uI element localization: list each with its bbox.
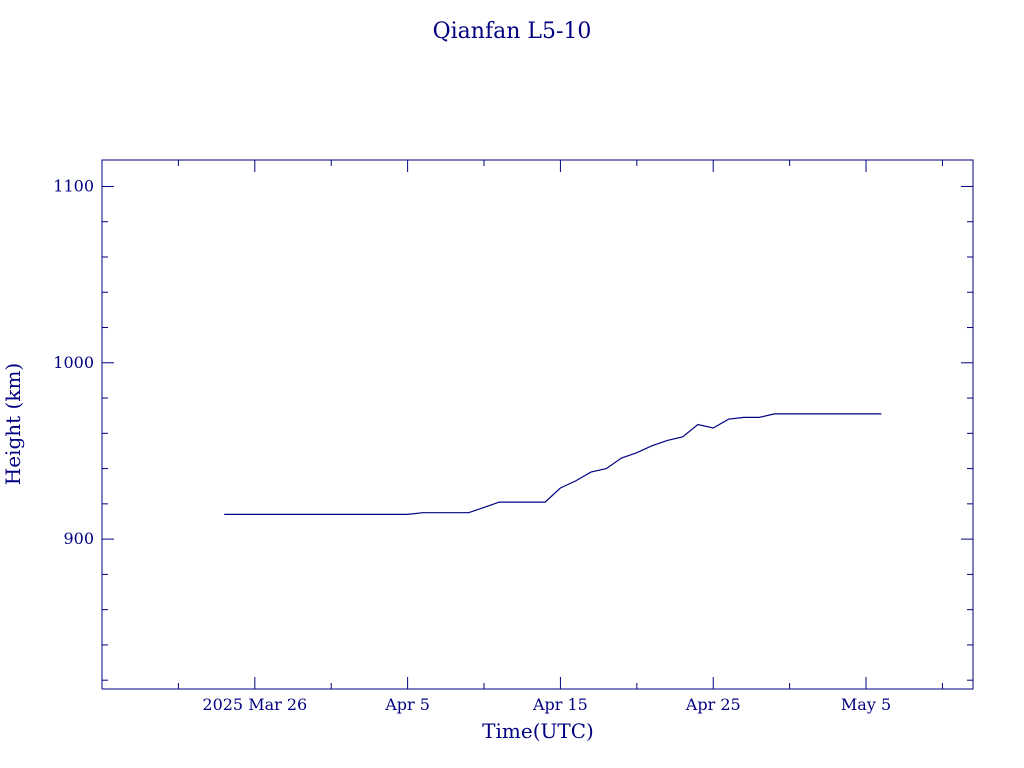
axis-ticks: [102, 160, 973, 689]
y-tick-label: 1100: [53, 176, 94, 195]
y-tick-label: 900: [63, 529, 94, 548]
x-tick-label: May 5: [841, 695, 891, 714]
series-layer: [224, 413, 882, 515]
x-tick-label: Apr 25: [685, 695, 741, 714]
x-tick-label: Apr 15: [532, 695, 588, 714]
x-tick-label: Apr 5: [384, 695, 430, 714]
axis-tick-labels: 2025 Mar 26 Apr 5 Apr 15 Apr 25 May 5 900 1000…: [53, 176, 891, 714]
plot-frame: [101, 159, 974, 690]
x-tick-label: 2025 Mar 26: [202, 695, 307, 714]
y-tick-label: 1000: [53, 353, 94, 372]
chart-title: Qianfan L5-10: [433, 19, 592, 44]
x-axis-label: Time(UTC): [482, 719, 594, 743]
y-axis-label: Height (km): [1, 363, 25, 485]
height-series-line: [224, 413, 882, 515]
